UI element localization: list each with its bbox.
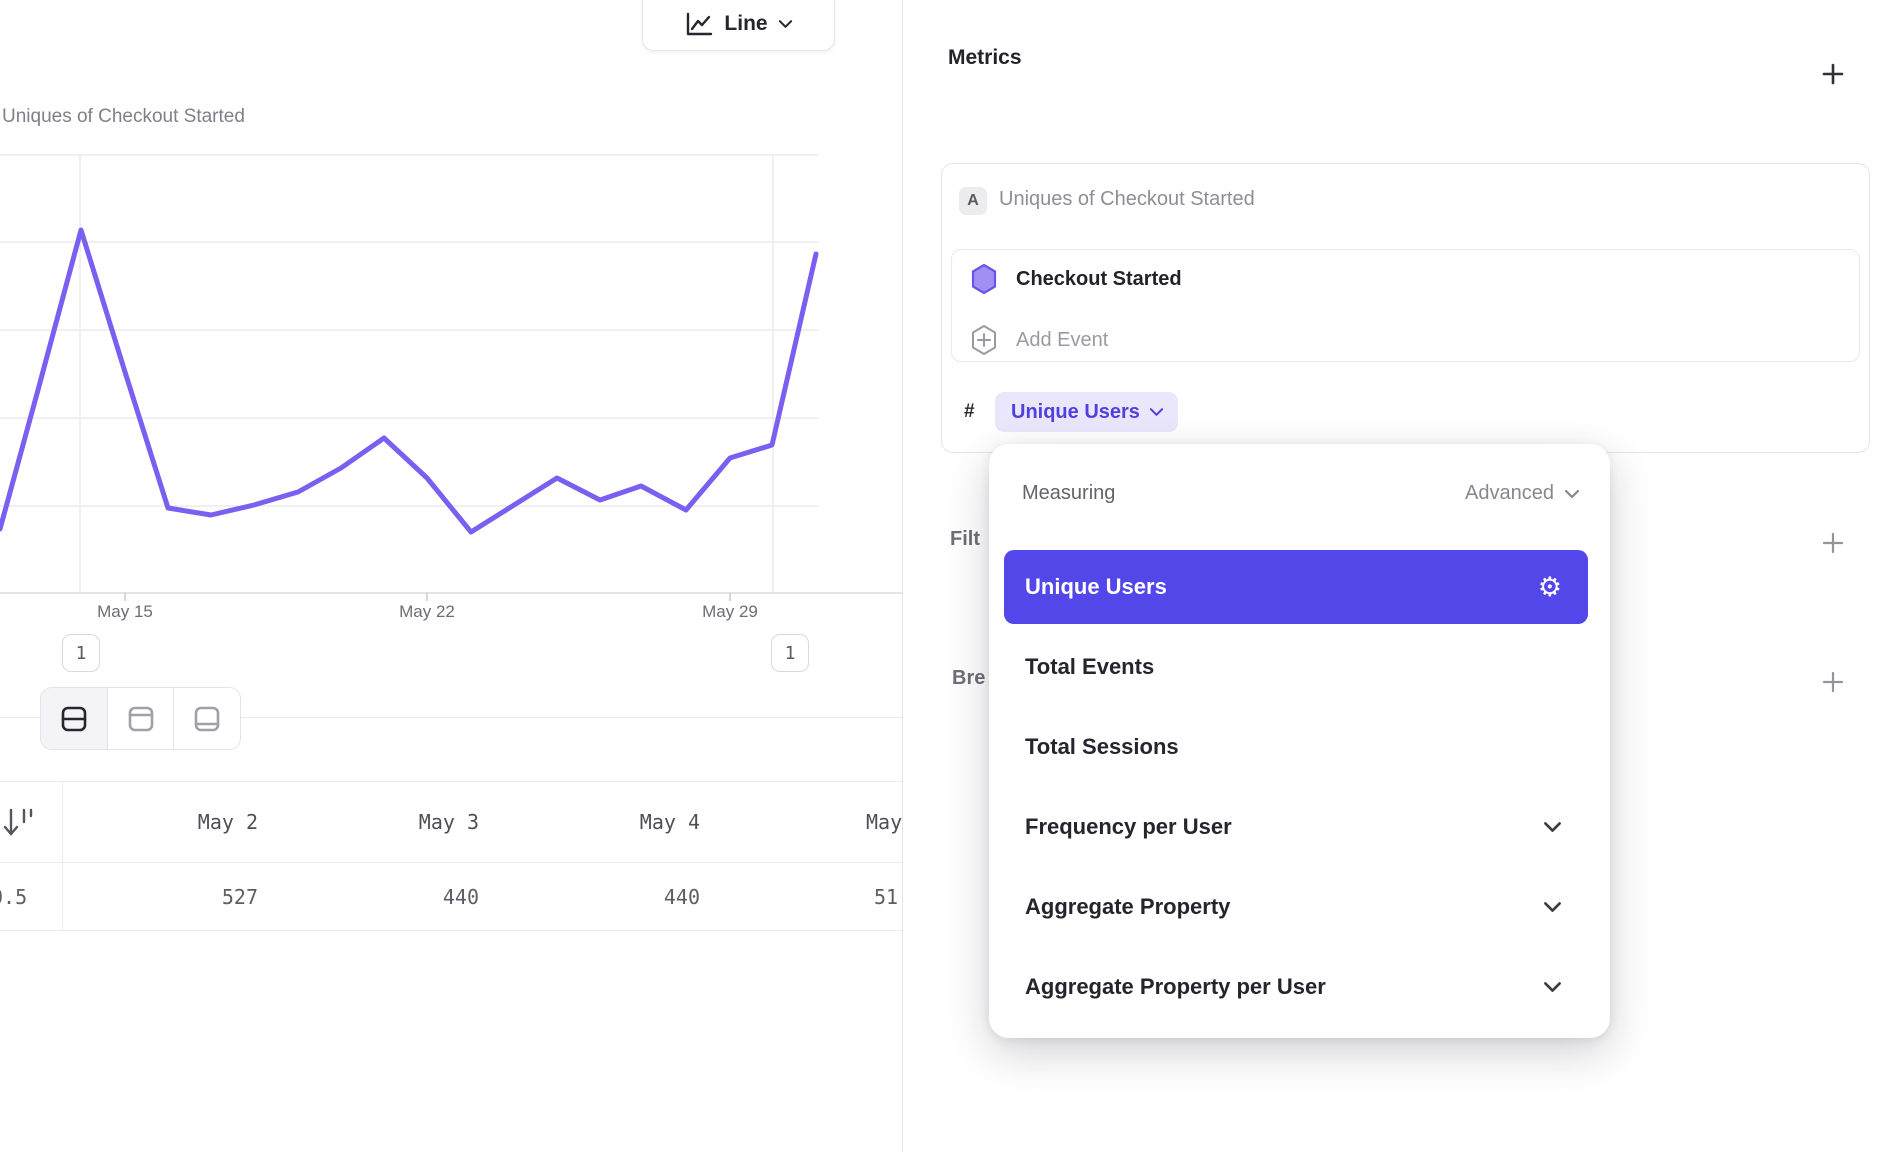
measuring-label: Measuring xyxy=(1022,482,1116,504)
advanced-label: Advanced xyxy=(1465,482,1554,504)
chevron-down-icon xyxy=(1149,407,1164,417)
measure-prefix: # xyxy=(964,401,975,422)
measuring-dropdown: Measuring Advanced Unique Users ⚙ Total Ev… xyxy=(989,444,1610,1038)
menu-item-total-events[interactable]: Total Events xyxy=(1004,630,1588,704)
chart-type-button[interactable]: Line xyxy=(642,0,835,51)
row-separator xyxy=(0,862,902,863)
page-badge-right[interactable]: 1 xyxy=(771,634,809,672)
table-cell-value: 440 xyxy=(663,885,700,909)
chevron-down-icon xyxy=(1543,981,1562,993)
sort-descending-icon[interactable] xyxy=(2,806,36,840)
add-breakdown-button[interactable] xyxy=(1822,671,1844,693)
menu-item-label: Total Sessions xyxy=(1025,734,1179,759)
table-cell-value: 440 xyxy=(442,885,479,909)
menu-item-total-sessions[interactable]: Total Sessions xyxy=(1004,710,1588,784)
menu-item-frequency-per-user[interactable]: Frequency per User xyxy=(1004,790,1588,864)
menu-item-label: Aggregate Property per User xyxy=(1025,974,1326,999)
column-separator xyxy=(62,782,63,930)
event-row-checkout-started[interactable]: Checkout Started xyxy=(970,263,1182,295)
table-cell-value: 527 xyxy=(221,885,258,909)
table-cell-value: 51 xyxy=(874,885,899,909)
layout-toggle xyxy=(40,687,241,750)
metrics-section-title: Metrics xyxy=(948,46,1022,69)
menu-item-label: Frequency per User xyxy=(1025,814,1232,839)
x-axis-label: May 29 xyxy=(702,602,758,621)
filters-section-label: Filt xyxy=(950,528,980,550)
advanced-selector[interactable]: Advanced xyxy=(1465,482,1580,505)
chart-type-label: Line xyxy=(724,12,768,35)
layout-split-button[interactable] xyxy=(41,688,107,749)
add-event-label: Add Event xyxy=(1016,328,1109,351)
page-badge-left[interactable]: 1 xyxy=(62,634,100,672)
table-column-header[interactable]: May 4 xyxy=(639,810,700,834)
measure-chip-label: Unique Users xyxy=(1011,400,1140,423)
x-axis-label: May 15 xyxy=(97,602,153,621)
table-column-header[interactable]: May 3 xyxy=(418,810,479,834)
line-chart-icon xyxy=(684,11,714,38)
metric-card: A Uniques of Checkout Started Checkout S… xyxy=(941,163,1870,453)
table-column-header[interactable]: May 2 xyxy=(197,810,258,834)
chevron-down-icon xyxy=(778,19,793,29)
chevron-down-icon xyxy=(1543,901,1562,913)
hexagon-event-icon xyxy=(970,263,998,295)
line-chart[interactable] xyxy=(0,0,902,640)
add-filter-button[interactable] xyxy=(1822,532,1844,554)
menu-item-label: Unique Users xyxy=(1025,574,1167,599)
chevron-down-icon xyxy=(1564,489,1580,499)
pane-divider xyxy=(902,0,903,1152)
chart-title: Uniques of Checkout Started xyxy=(2,106,245,127)
event-block: Checkout Started Add Event xyxy=(951,249,1860,362)
table-column-header[interactable]: May xyxy=(866,810,902,834)
layout-table-only-button[interactable] xyxy=(173,688,240,749)
menu-item-aggregate-property[interactable]: Aggregate Property xyxy=(1004,870,1588,944)
results-table: 0.5 May 2 527 May 3 440 May 4 440 May 51 xyxy=(0,781,902,931)
row-label-cell: 0.5 xyxy=(0,885,28,909)
event-name-label: Checkout Started xyxy=(1016,267,1182,290)
menu-item-label: Aggregate Property xyxy=(1025,894,1231,919)
metric-letter-badge[interactable]: A xyxy=(959,187,987,215)
gear-icon[interactable]: ⚙ xyxy=(1537,571,1562,603)
add-metric-button[interactable] xyxy=(1822,63,1844,85)
menu-item-label: Total Events xyxy=(1025,654,1155,679)
x-axis-label: May 22 xyxy=(399,602,455,621)
add-event-button[interactable]: Add Event xyxy=(970,324,1108,356)
layout-chart-only-button[interactable] xyxy=(106,688,174,749)
chevron-down-icon xyxy=(1543,821,1562,833)
hexagon-plus-icon xyxy=(970,324,998,356)
breakdowns-section-label: Bre xyxy=(952,667,986,689)
metric-name: Uniques of Checkout Started xyxy=(999,188,1255,210)
horizontal-divider xyxy=(0,717,902,718)
measure-chip[interactable]: Unique Users xyxy=(995,392,1178,432)
menu-item-unique-users[interactable]: Unique Users ⚙ xyxy=(1004,550,1588,624)
menu-item-aggregate-property-per-user[interactable]: Aggregate Property per User xyxy=(1004,950,1588,1024)
